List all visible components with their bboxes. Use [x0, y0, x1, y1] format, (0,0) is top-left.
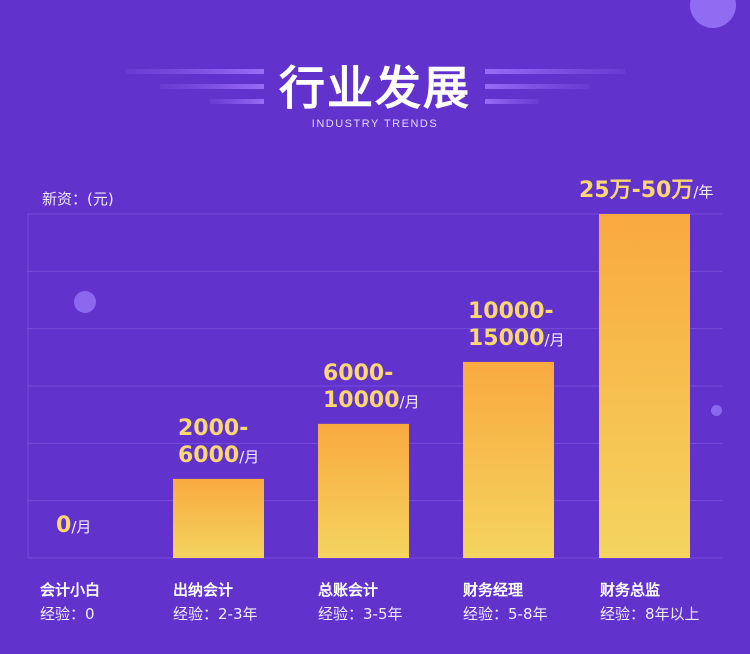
- value-text: 10000: [323, 387, 400, 413]
- value-unit: /年: [693, 183, 714, 201]
- y-axis-label: 新资：(元): [42, 190, 114, 208]
- bar-5: [599, 214, 690, 558]
- value-text: 25万-50万: [579, 178, 694, 203]
- category-experience-4: 经验：5-8年: [463, 605, 548, 623]
- value-unit: /月: [239, 447, 260, 466]
- category-name-3: 总账会计: [318, 581, 379, 599]
- value-unit: /月: [544, 330, 565, 349]
- value-label-1: 0/月: [56, 512, 91, 541]
- category-name-4: 财务经理: [463, 581, 524, 599]
- category-experience-2: 经验：2-3年: [173, 605, 258, 623]
- value-text: 6000: [178, 442, 240, 468]
- value-unit: /月: [71, 518, 92, 536]
- category-experience-5: 经验：8年以上: [600, 605, 700, 623]
- value-label-5: 25万-50万/年: [579, 177, 713, 206]
- value-label-2: 2000- 6000/月: [178, 415, 259, 471]
- decor-circle-left: [74, 291, 96, 313]
- page-subtitle: INDUSTRY TRENDS: [311, 118, 439, 130]
- category-experience-3: 经验：3-5年: [318, 605, 403, 623]
- title-decor-left: [126, 69, 264, 104]
- value-text: 2000-: [178, 415, 249, 441]
- value-text: 15000: [468, 325, 545, 351]
- category-name-2: 出纳会计: [173, 581, 234, 599]
- chart-bars: [173, 214, 690, 558]
- category-experience-1: 经验：0: [40, 605, 95, 623]
- value-label-4: 10000- 15000/月: [468, 298, 565, 354]
- value-unit: /月: [399, 392, 420, 411]
- value-text: 6000-: [323, 360, 394, 386]
- bar-4: [463, 361, 554, 558]
- decor-circle-right: [711, 405, 722, 416]
- value-text: 10000-: [468, 298, 554, 324]
- category-name-5: 财务总监: [600, 581, 661, 599]
- bar-3: [318, 423, 409, 558]
- bar-2: [173, 478, 264, 558]
- category-name-1: 会计小白: [40, 581, 101, 599]
- page-title: 行业发展: [279, 61, 471, 115]
- value-label-3: 6000- 10000/月: [323, 360, 420, 416]
- value-text: 0: [56, 513, 72, 538]
- title-decor-right: [485, 69, 625, 104]
